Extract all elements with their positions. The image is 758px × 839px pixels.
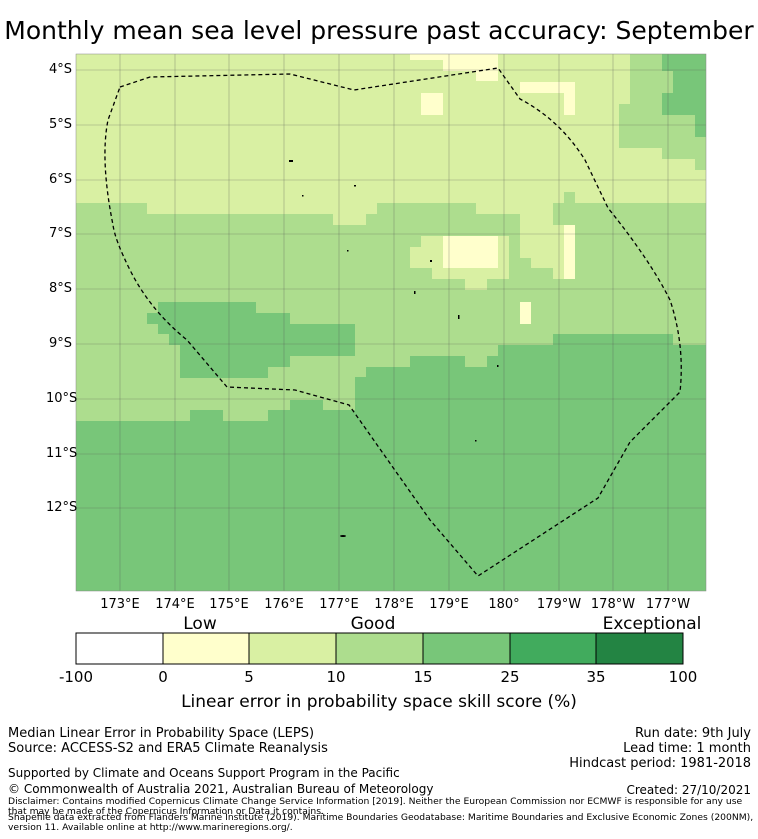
colorbar-tick: 10: [326, 668, 346, 686]
lon-label: 174°E: [155, 597, 195, 612]
lon-label: 180°: [488, 597, 520, 612]
lon-label: 177°W: [645, 597, 691, 612]
lat-label: 7°S: [48, 226, 72, 241]
skill-zone-low-east-2: [564, 225, 575, 279]
lat-label: 6°S: [48, 172, 72, 187]
lon-label: 178°W: [590, 597, 636, 612]
lat-label: 5°S: [48, 117, 72, 132]
lon-label: 179°E: [429, 597, 469, 612]
colorbar-title: Linear error in probability space skill …: [181, 692, 577, 712]
category-label-exceptional: Exceptional: [602, 614, 702, 634]
colorbar-tick: 25: [500, 668, 520, 686]
colorbar-segment: [595, 632, 684, 665]
category-label-good: Good: [350, 614, 396, 634]
lat-label: 9°S: [48, 336, 72, 351]
colorbar-segment: [422, 632, 511, 665]
lon-label: 176°E: [264, 597, 304, 612]
lat-label: 4°S: [48, 62, 72, 77]
colorbar-segment: [75, 632, 164, 665]
colorbar-segment: [162, 632, 250, 665]
skill-map: [75, 53, 707, 665]
skill-zone-low-northeast: [520, 82, 575, 115]
skill-zone-low-north: [410, 54, 498, 81]
colorbar-tick: -100: [58, 668, 94, 686]
skill-zone-low-east-3: [520, 302, 531, 324]
support-text: Supported by Climate and Oceans Support …: [8, 766, 400, 780]
colorbar-tick: 0: [158, 668, 168, 686]
run-date-text: Run date: 9th July: [634, 726, 751, 741]
lon-label: 178°E: [374, 597, 414, 612]
lon-label: 175°E: [209, 597, 249, 612]
copyright-text: © Commonwealth of Australia 2021, Austra…: [8, 782, 434, 796]
skill-zone-low-central-2: [443, 236, 498, 268]
skill-zone-low-east: [520, 225, 575, 279]
lat-label: 10°S: [46, 391, 78, 406]
map-frame: [75, 53, 707, 592]
colorbar-tick: 15: [413, 668, 433, 686]
page-title: Monthly mean sea level pressure past acc…: [4, 16, 754, 45]
eez-boundary-outline: [104, 67, 682, 577]
colorbar-segment: [509, 632, 597, 665]
lat-label: 8°S: [48, 281, 72, 296]
source-text: Source: ACCESS-S2 and ERA5 Climate Reana…: [8, 741, 328, 756]
skill-zone-good-high-west: [147, 302, 355, 378]
gridlines: [76, 54, 706, 591]
colorbar-segment: [248, 632, 337, 665]
method-text: Median Linear Error in Probability Space…: [8, 726, 315, 741]
category-label-low: Low: [183, 614, 217, 634]
colorbar-tick: 100: [668, 668, 698, 686]
skill-zone-good-high: [76, 334, 706, 591]
colorbar-tick: 5: [244, 668, 254, 686]
lon-label: 177°E: [319, 597, 359, 612]
lon-label: 179°W: [536, 597, 582, 612]
lat-label: 12°S: [46, 500, 78, 515]
shapefile-text: Shapefile data extracted from Flanders M…: [8, 813, 754, 833]
colorbar: [75, 632, 684, 665]
islands: [289, 160, 499, 537]
hindcast-text: Hindcast period: 1981-2018: [569, 756, 751, 771]
skill-zone-low-north-2: [421, 93, 443, 115]
colorbar-segment: [335, 632, 424, 665]
lat-label: 11°S: [46, 446, 78, 461]
colorbar-tick: 35: [586, 668, 606, 686]
skill-zone-good-high-northeast: [662, 54, 706, 137]
lon-label: 173°E: [100, 597, 140, 612]
created-text: Created: 27/10/2021: [626, 783, 751, 797]
disclaimer-text: Disclaimer: Contains modified Copernicus…: [8, 797, 743, 817]
lead-time-text: Lead time: 1 month: [623, 741, 751, 756]
